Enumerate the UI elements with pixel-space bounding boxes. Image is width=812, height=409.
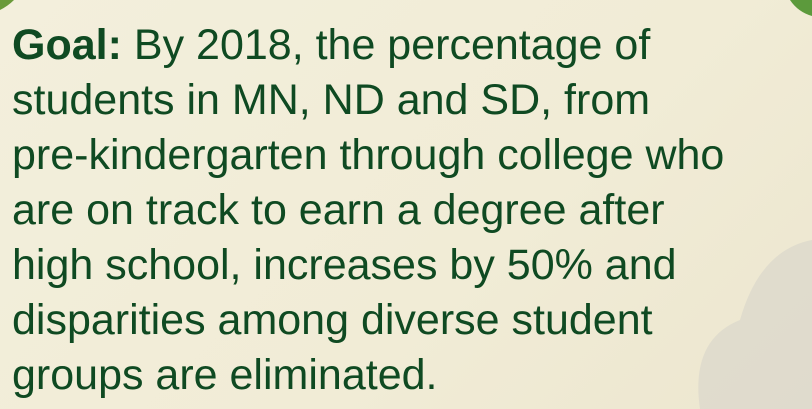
goal-text-line: pre-kindergarten through college who [12,131,724,179]
corner-leaf [0,0,14,10]
goal-text-line: disparities among diverse student [12,296,653,344]
slide: Goal:By 2018, the percentage ofstudents … [0,0,812,409]
goal-text-line: are on track to earn a degree after [12,186,665,234]
goal-text-line: students in MN, ND and SD, from [12,76,650,124]
background-figure [698,240,812,409]
text-line: groups are eliminated. [12,348,437,403]
goal-label: Goal: [12,21,122,69]
text-line: Goal:By 2018, the percentage of [12,18,650,73]
corner-leaf [790,0,812,16]
goal-text-line: groups are eliminated. [12,351,437,399]
goal-text-line: high school, increases by 50% and [12,241,677,289]
text-line: high school, increases by 50% and [12,238,677,293]
text-line: pre-kindergarten through college who [12,128,724,183]
text-line: are on track to earn a degree after [12,183,665,238]
text-line: disparities among diverse student [12,293,653,348]
goal-text-line: By 2018, the percentage of [134,21,650,69]
text-line: students in MN, ND and SD, from [12,73,650,128]
